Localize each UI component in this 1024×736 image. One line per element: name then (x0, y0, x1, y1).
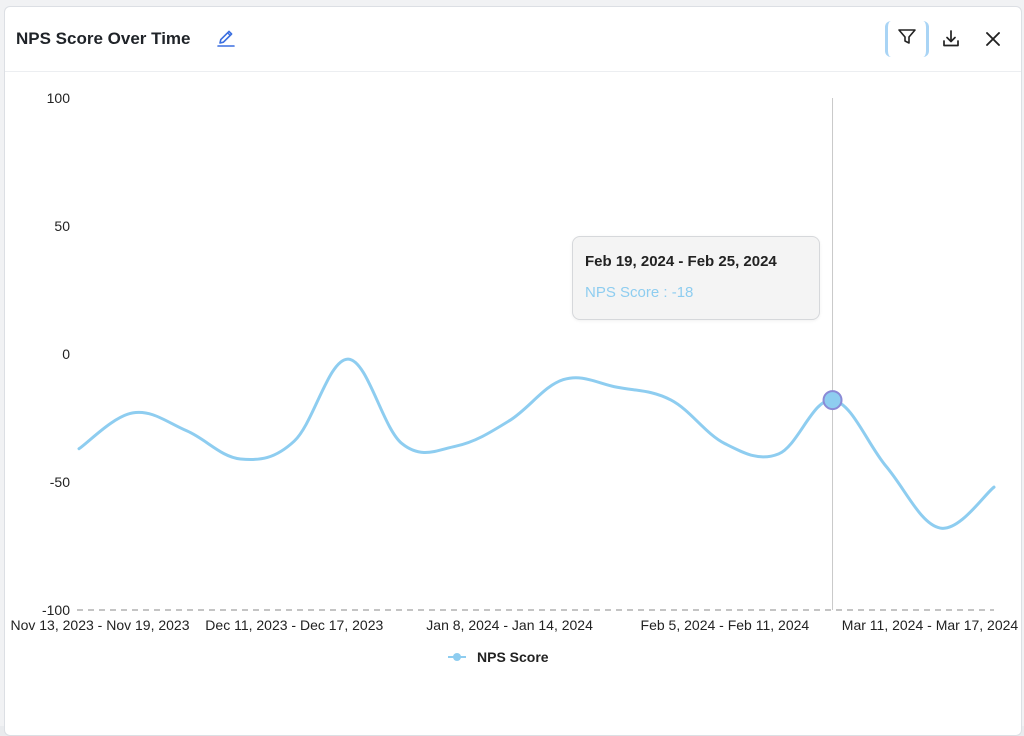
tooltip-title: Feb 19, 2024 - Feb 25, 2024 (585, 253, 777, 270)
data-point (236, 455, 244, 463)
data-point (398, 440, 406, 448)
y-tick-label: 50 (54, 218, 70, 234)
filter-button[interactable] (885, 21, 929, 57)
data-point (290, 437, 298, 445)
data-point (506, 417, 514, 425)
x-tick-label: Dec 11, 2023 - Dec 17, 2023 (205, 617, 383, 633)
chart-tooltip: Feb 19, 2024 - Feb 25, 2024 NPS Score : … (572, 236, 820, 320)
funnel-icon (898, 29, 916, 44)
close-icon (986, 32, 1000, 46)
data-point (613, 383, 621, 391)
x-tick-label: Jan 8, 2024 - Jan 14, 2024 (426, 617, 593, 633)
data-point (452, 442, 460, 450)
chart-modal: NPS Score Over Time (4, 6, 1022, 736)
data-point (129, 409, 137, 417)
tooltip-value: NPS Score : -18 (585, 284, 694, 301)
x-tick-label: Feb 5, 2024 - Feb 11, 2024 (641, 617, 810, 633)
y-tick-label: -50 (50, 474, 70, 490)
legend-line-marker-icon (448, 653, 466, 661)
data-point (882, 463, 890, 471)
data-point (344, 355, 352, 363)
data-point (667, 396, 675, 404)
data-point (559, 376, 567, 384)
chart-title: NPS Score Over Time (16, 29, 191, 48)
x-tick-label: Nov 13, 2023 - Nov 19, 2023 (10, 617, 189, 633)
download-icon (943, 30, 959, 47)
highlighted-data-point (822, 390, 843, 411)
edit-title-button[interactable] (215, 27, 237, 49)
y-tick-label: -100 (42, 602, 70, 618)
data-point (990, 483, 998, 491)
nps-score-series-line (77, 357, 996, 530)
data-point (183, 427, 191, 435)
pencil-icon (217, 30, 235, 47)
data-point (721, 440, 729, 448)
modal-header: NPS Score Over Time (5, 7, 1021, 72)
download-button[interactable] (937, 25, 965, 53)
close-button[interactable] (979, 25, 1007, 53)
data-point (75, 445, 83, 453)
legend-label: NPS Score (477, 649, 549, 665)
y-tick-label: 100 (47, 90, 71, 106)
data-point (775, 450, 783, 458)
x-tick-label: Mar 11, 2024 - Mar 17, 2024 (842, 617, 1019, 633)
y-tick-label: 0 (62, 346, 70, 362)
data-point (936, 524, 944, 532)
